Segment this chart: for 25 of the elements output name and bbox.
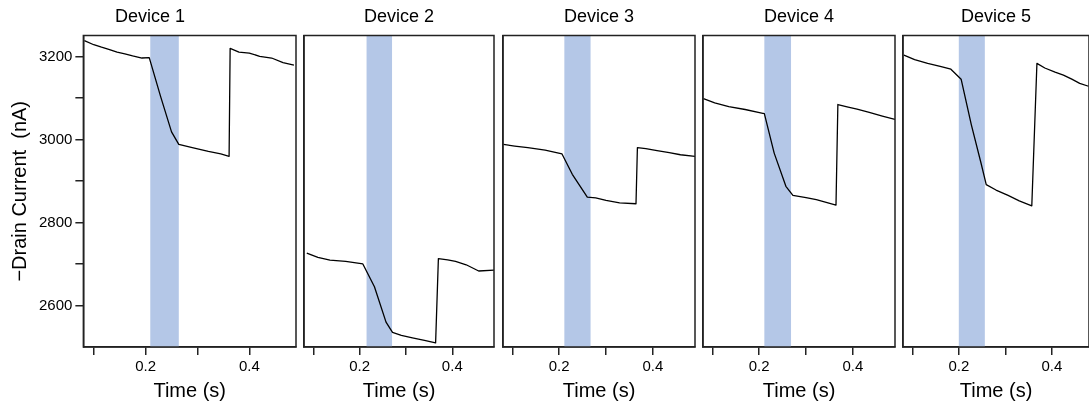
chart-title: Device 2 bbox=[363, 5, 435, 26]
chart-title: Device 4 bbox=[763, 5, 835, 26]
y-tick-label: 3200 bbox=[38, 46, 73, 64]
y-tick-label: 3000 bbox=[38, 129, 73, 147]
y-tick-label: 2800 bbox=[38, 212, 73, 230]
y-tick-label: 2600 bbox=[38, 295, 73, 313]
x-axis-title: Time (s) bbox=[562, 378, 636, 401]
x-tick-label: 0.2 bbox=[948, 357, 970, 375]
x-tick-label: 0.2 bbox=[349, 357, 371, 375]
y-axis-title: −Drain Current (nA) bbox=[7, 100, 30, 282]
chart-title: Device 1 bbox=[114, 5, 186, 26]
chart-title: Device 3 bbox=[563, 5, 635, 26]
x-tick-label: 0.2 bbox=[748, 357, 770, 375]
chart-title: Device 5 bbox=[960, 5, 1032, 26]
x-axis-title: Time (s) bbox=[959, 378, 1033, 401]
x-tick-label: 0.4 bbox=[642, 357, 664, 375]
x-axis-title: Time (s) bbox=[762, 378, 836, 401]
x-tick-label: 0.4 bbox=[1041, 357, 1063, 375]
x-tick-label: 0.4 bbox=[441, 357, 463, 375]
x-tick-label: 0.2 bbox=[135, 357, 157, 375]
x-tick-label: 0.4 bbox=[842, 357, 864, 375]
x-tick-label: 0.2 bbox=[548, 357, 570, 375]
x-axis-title: Time (s) bbox=[153, 378, 226, 401]
x-tick-label: 0.4 bbox=[238, 357, 260, 375]
x-axis-title: Time (s) bbox=[362, 378, 436, 401]
